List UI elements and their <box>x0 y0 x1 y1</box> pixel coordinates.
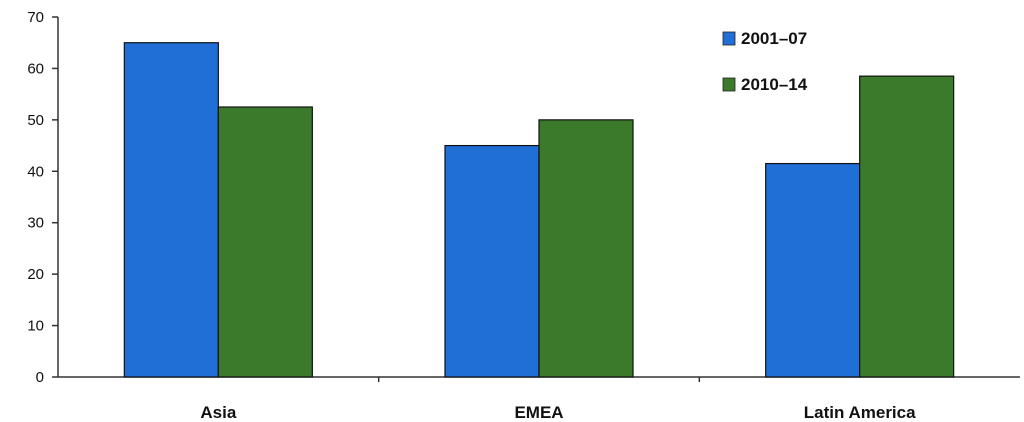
y-tick-label: 10 <box>27 318 44 335</box>
y-tick-label: 40 <box>27 163 44 180</box>
bar <box>859 75 955 378</box>
y-tick-label: 70 <box>27 9 44 26</box>
bar <box>538 119 634 378</box>
y-axis: 0 10 20 30 40 50 60 70 <box>27 9 59 386</box>
legend-label: 2010–14 <box>741 75 808 94</box>
y-tick-label: 50 <box>27 112 44 129</box>
legend: 2001–07 2010–14 <box>722 29 808 94</box>
y-tick-label: 30 <box>27 215 44 232</box>
bar <box>217 106 313 378</box>
x-axis: Asia EMEA Latin America <box>58 376 1020 422</box>
bar <box>123 42 219 378</box>
legend-swatch <box>722 31 736 46</box>
y-tick-label: 60 <box>27 60 44 77</box>
bars <box>123 42 955 378</box>
y-tick-label: 0 <box>36 369 44 386</box>
x-category-label: Asia <box>200 403 236 422</box>
bar <box>765 162 861 378</box>
bar <box>444 144 540 378</box>
x-category-label: EMEA <box>514 403 563 422</box>
y-tick-label: 20 <box>27 266 44 283</box>
legend-swatch <box>722 77 736 92</box>
x-category-label: Latin America <box>804 403 916 422</box>
legend-label: 2001–07 <box>741 29 807 48</box>
